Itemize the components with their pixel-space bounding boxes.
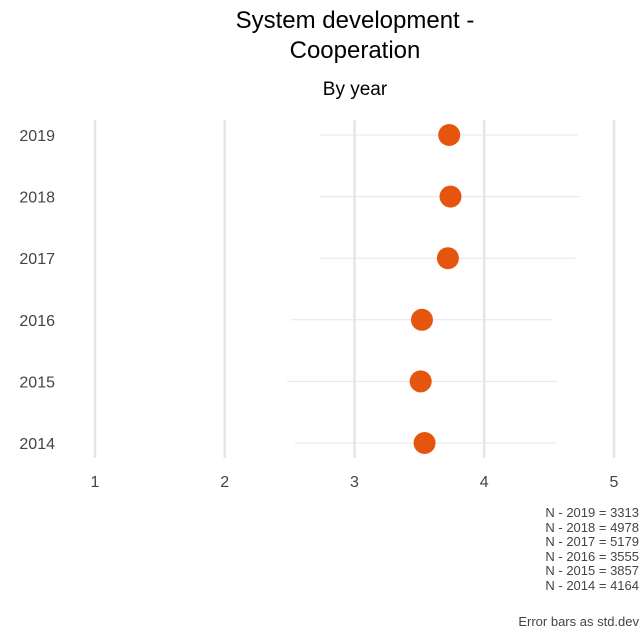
caption-line: N - 2019 = 3313 [545, 505, 639, 520]
y-tick-label: 2015 [19, 374, 55, 391]
x-tick-label: 2 [220, 474, 229, 491]
caption-line: N - 2018 = 4978 [545, 519, 639, 535]
y-tick-labels: 2019 2018 2017 2016 2015 2014 [19, 128, 55, 453]
data-point [409, 370, 432, 393]
data-points [409, 124, 462, 454]
caption-line: N - 2015 = 3857 [545, 563, 639, 579]
chart-subtitle: By year [322, 79, 388, 100]
error-bar-note: Error bars as std.dev [518, 614, 639, 629]
y-tick-label: 2018 [19, 190, 55, 207]
data-point [410, 308, 433, 331]
data-point [413, 432, 436, 454]
x-tick-label: 1 [91, 474, 100, 491]
sample-size-caption: N - 2019 = 3313 N - 2018 = 4978 N - 2017… [545, 505, 639, 594]
x-tick-labels: 1 2 3 4 5 [91, 474, 619, 491]
grid-lines [93, 120, 616, 458]
y-tick-label: 2019 [19, 128, 55, 145]
y-tick-label: 2016 [19, 313, 55, 330]
x-tick-label: 3 [350, 474, 359, 491]
caption-line: N - 2017 = 5179 [545, 534, 639, 550]
error-bars [287, 134, 581, 444]
data-point [436, 247, 459, 270]
chart-title: System development - Cooperation [235, 7, 475, 64]
x-tick-label: 5 [610, 474, 619, 491]
dot-plot: 2019 2018 2017 2016 2015 2014 1 2 3 4 5 [19, 120, 619, 491]
caption-line: N - 2016 = 3555 [545, 548, 639, 564]
x-tick-label: 4 [480, 474, 489, 491]
y-tick-label: 2014 [19, 436, 55, 453]
data-point [439, 185, 462, 208]
y-tick-label: 2017 [19, 251, 55, 268]
data-point [438, 124, 461, 146]
caption-line: N - 2014 = 4164 [545, 577, 639, 593]
